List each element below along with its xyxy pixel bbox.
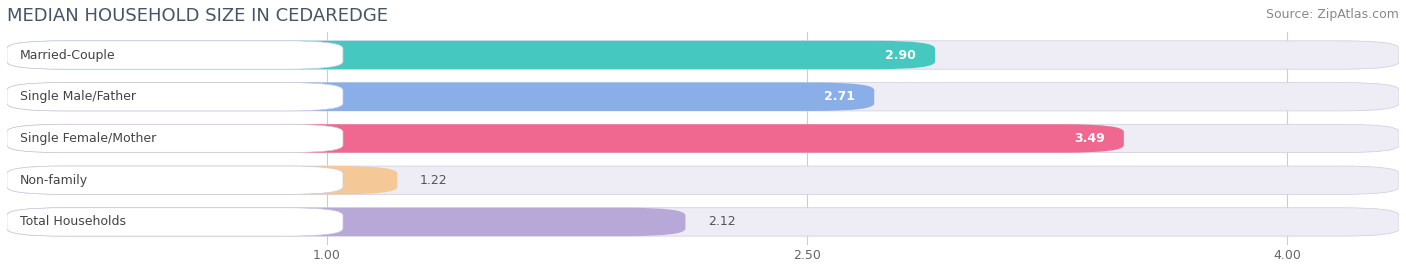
FancyBboxPatch shape xyxy=(7,166,1399,194)
Text: Married-Couple: Married-Couple xyxy=(20,48,115,62)
Text: Non-family: Non-family xyxy=(20,174,87,187)
FancyBboxPatch shape xyxy=(7,83,1399,111)
Text: 2.90: 2.90 xyxy=(884,48,915,62)
FancyBboxPatch shape xyxy=(7,166,398,194)
FancyBboxPatch shape xyxy=(7,166,343,194)
FancyBboxPatch shape xyxy=(7,208,343,236)
FancyBboxPatch shape xyxy=(7,208,1399,236)
FancyBboxPatch shape xyxy=(7,208,685,236)
Text: Source: ZipAtlas.com: Source: ZipAtlas.com xyxy=(1265,8,1399,21)
Text: Total Households: Total Households xyxy=(20,215,125,228)
Text: Single Male/Father: Single Male/Father xyxy=(20,90,136,103)
FancyBboxPatch shape xyxy=(7,83,343,111)
Text: Single Female/Mother: Single Female/Mother xyxy=(20,132,156,145)
Text: MEDIAN HOUSEHOLD SIZE IN CEDAREDGE: MEDIAN HOUSEHOLD SIZE IN CEDAREDGE xyxy=(7,7,388,25)
Text: 3.49: 3.49 xyxy=(1074,132,1105,145)
FancyBboxPatch shape xyxy=(7,124,1123,153)
Text: 1.22: 1.22 xyxy=(420,174,447,187)
FancyBboxPatch shape xyxy=(7,124,343,153)
FancyBboxPatch shape xyxy=(7,41,935,69)
FancyBboxPatch shape xyxy=(7,41,343,69)
FancyBboxPatch shape xyxy=(7,83,875,111)
FancyBboxPatch shape xyxy=(7,41,1399,69)
Text: 2.71: 2.71 xyxy=(824,90,855,103)
Text: 2.12: 2.12 xyxy=(707,215,735,228)
FancyBboxPatch shape xyxy=(7,124,1399,153)
